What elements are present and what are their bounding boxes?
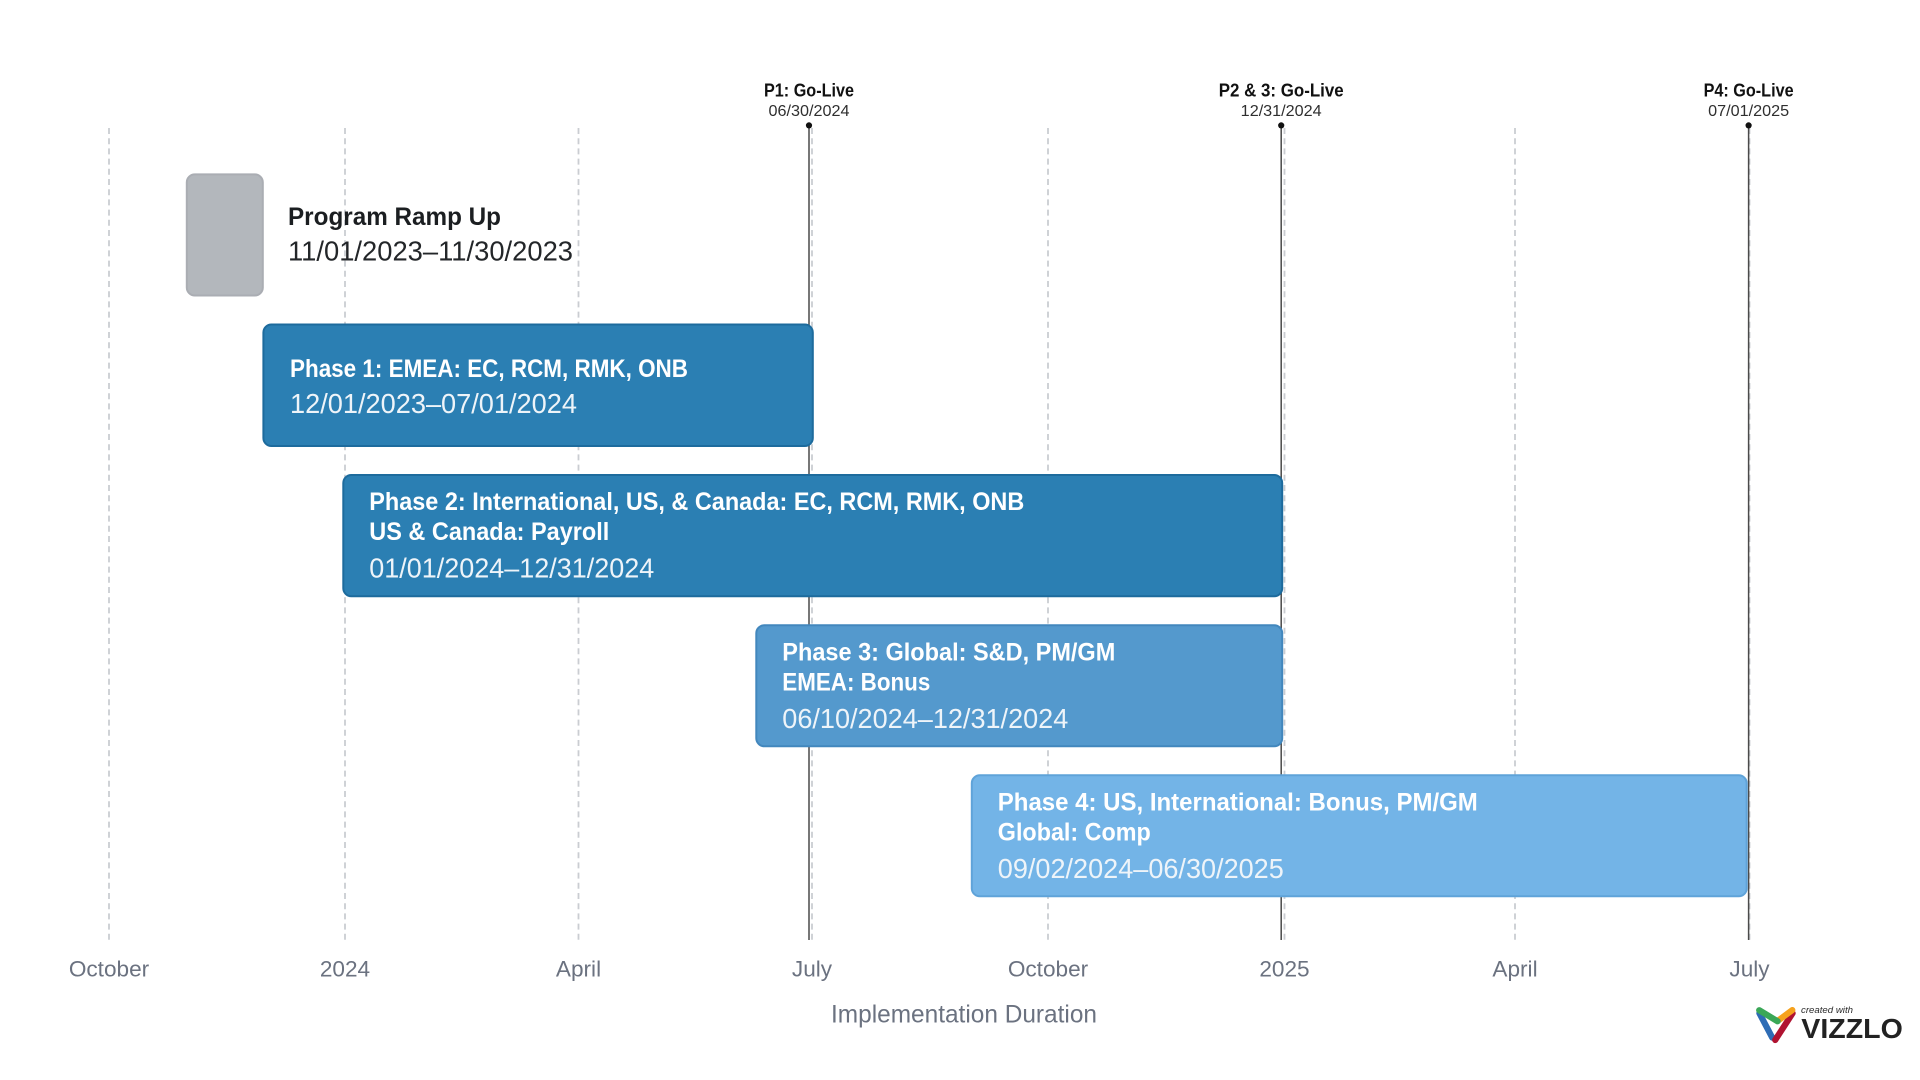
svg-text:Phase 4: US, International: Bo: Phase 4: US, International: Bonus, PM/GM xyxy=(998,788,1478,816)
svg-text:11/01/2023–11/30/2023: 11/01/2023–11/30/2023 xyxy=(288,236,573,267)
svg-text:Phase 2: International, US, &: Phase 2: International, US, & Canada: EC… xyxy=(369,488,1024,516)
svg-text:2025: 2025 xyxy=(1259,957,1309,982)
svg-text:12/01/2023–07/01/2024: 12/01/2023–07/01/2024 xyxy=(290,388,577,419)
svg-text:Global: Comp: Global: Comp xyxy=(998,818,1151,846)
svg-text:06/10/2024–12/31/2024: 06/10/2024–12/31/2024 xyxy=(782,703,1068,734)
svg-text:06/30/2024: 06/30/2024 xyxy=(769,103,850,120)
svg-text:created with: created with xyxy=(1801,1005,1853,1016)
svg-text:April: April xyxy=(1492,957,1537,982)
svg-text:Phase 3: Global: S&D, PM/GM: Phase 3: Global: S&D, PM/GM xyxy=(782,638,1115,666)
svg-text:P1: Go-Live: P1: Go-Live xyxy=(764,80,854,100)
svg-text:October: October xyxy=(1008,957,1089,982)
svg-text:Phase 1: EMEA: EC, RCM, RMK, O: Phase 1: EMEA: EC, RCM, RMK, ONB xyxy=(290,355,688,383)
svg-text:P4: Go-Live: P4: Go-Live xyxy=(1704,80,1794,100)
svg-text:EMEA: Bonus: EMEA: Bonus xyxy=(782,668,930,696)
svg-text:Program Ramp Up: Program Ramp Up xyxy=(288,203,501,231)
svg-text:July: July xyxy=(792,957,833,982)
svg-text:October: October xyxy=(69,957,150,982)
svg-text:April: April xyxy=(556,957,601,982)
svg-text:VIZZLO: VIZZLO xyxy=(1801,1013,1903,1044)
svg-text:09/02/2024–06/30/2025: 09/02/2024–06/30/2025 xyxy=(998,853,1284,884)
svg-text:P2 & 3: Go-Live: P2 & 3: Go-Live xyxy=(1219,80,1344,100)
svg-text:Implementation Duration: Implementation Duration xyxy=(831,1001,1097,1029)
svg-text:12/31/2024: 12/31/2024 xyxy=(1241,103,1322,120)
svg-text:US & Canada: Payroll: US & Canada: Payroll xyxy=(369,518,609,546)
svg-text:July: July xyxy=(1729,957,1770,982)
svg-text:07/01/2025: 07/01/2025 xyxy=(1708,103,1789,120)
svg-text:01/01/2024–12/31/2024: 01/01/2024–12/31/2024 xyxy=(369,553,654,584)
svg-text:2024: 2024 xyxy=(320,957,370,982)
